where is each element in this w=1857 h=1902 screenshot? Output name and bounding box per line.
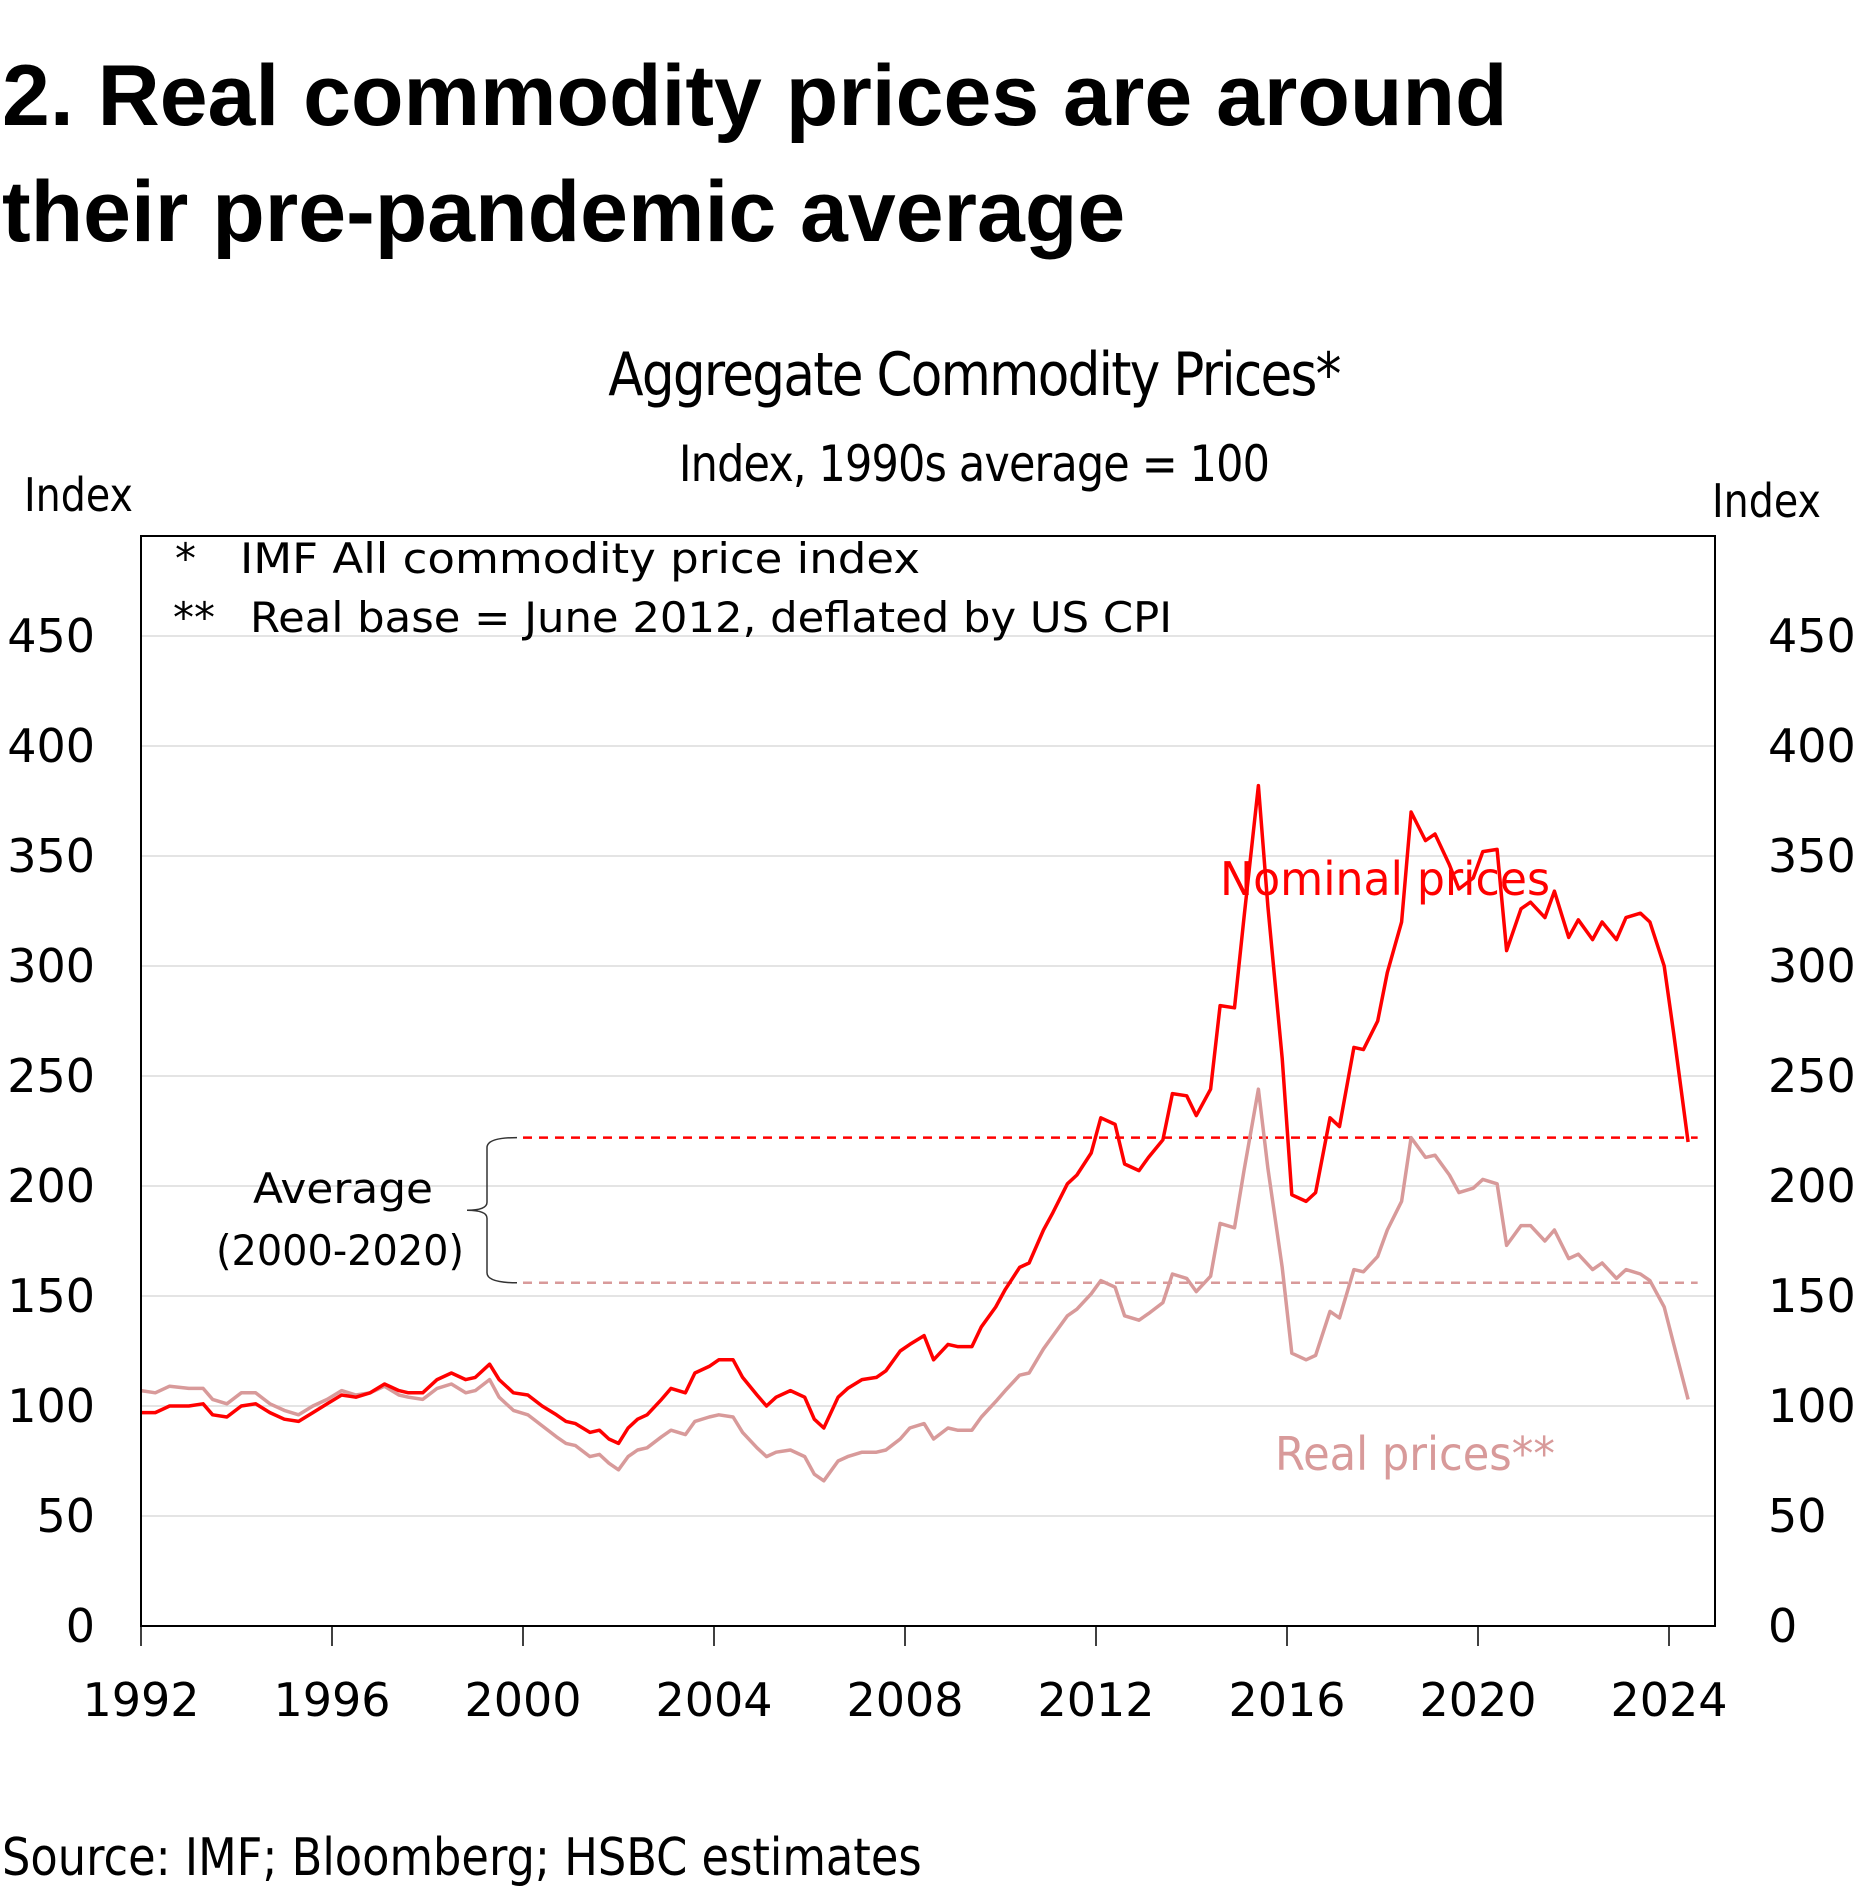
chart-title: Aggregate Commodity Prices*	[608, 340, 1341, 410]
left-y-axis: 0 50 100 150 200 250 300 350 400 450	[7, 609, 95, 1653]
y-tick-right-400: 400	[1768, 719, 1856, 773]
note-2-text: Real base = June 2012, deflated by US CP…	[250, 593, 1172, 642]
average-brace	[466, 1136, 518, 1284]
headline-line-1: 2. Real commodity prices are around	[2, 48, 1508, 144]
x-axis: 1992 1996 2000 2004 2008 2012 2016 2020 2024	[82, 1626, 1728, 1727]
y-tick-left-150: 150	[7, 1269, 95, 1323]
x-tick-label-2012: 2012	[1037, 1673, 1154, 1727]
y-tick-left-450: 450	[7, 609, 95, 663]
note-2-marker: **	[173, 593, 215, 642]
y-tick-right-350: 350	[1768, 829, 1856, 883]
plot-border	[140, 535, 1716, 1627]
right-axis-unit-label: Index	[1712, 474, 1821, 528]
y-tick-right-50: 50	[1768, 1489, 1827, 1543]
x-tick-label-2008: 2008	[846, 1673, 963, 1727]
note-1-text: IMF All commodity price index	[240, 534, 920, 583]
nominal-prices-label: Nominal prices	[1220, 852, 1550, 906]
y-tick-right-0: 0	[1768, 1599, 1797, 1653]
y-tick-left-200: 200	[7, 1159, 95, 1213]
gridlines	[141, 635, 1715, 1517]
chart-subtitle: Index, 1990s average = 100	[678, 435, 1270, 493]
x-tick-label-2024: 2024	[1610, 1673, 1727, 1727]
series-lines	[140, 783, 1690, 1483]
x-tick-label-2000: 2000	[464, 1673, 581, 1727]
y-tick-left-50: 50	[36, 1489, 95, 1543]
y-tick-left-0: 0	[66, 1599, 95, 1653]
y-tick-left-350: 350	[7, 829, 95, 883]
chart-canvas: 0 50 100 150 200 250 300 350 400 450 0 50 100 150 200…	[7, 534, 1856, 1727]
x-tick-label-2004: 2004	[655, 1673, 772, 1727]
y-tick-right-300: 300	[1768, 939, 1856, 993]
y-tick-right-150: 150	[1768, 1269, 1856, 1323]
headline: 2. Real commodity prices are around thei…	[2, 38, 1852, 270]
y-tick-right-450: 450	[1768, 609, 1856, 663]
left-axis-unit-label: Index	[24, 468, 133, 522]
source-note: Source: IMF; Bloomberg; HSBC estimates	[2, 1828, 922, 1888]
right-y-axis: 0 50 100 150 200 250 300 350 400 450	[1768, 609, 1856, 1653]
y-tick-right-100: 100	[1768, 1379, 1856, 1433]
x-tick-label-2016: 2016	[1228, 1673, 1345, 1727]
average-label-line-1: Average	[253, 1164, 433, 1213]
average-lines	[523, 1136, 1698, 1285]
y-tick-right-250: 250	[1768, 1049, 1856, 1103]
note-1-marker: *	[175, 534, 196, 583]
average-annotation: Average (2000-2020)	[216, 1136, 518, 1284]
y-tick-right-200: 200	[1768, 1159, 1856, 1213]
x-tick-label-1996: 1996	[273, 1673, 390, 1727]
x-tick-label-2020: 2020	[1419, 1673, 1536, 1727]
y-tick-left-300: 300	[7, 939, 95, 993]
headline-line-2: their pre-pandemic average	[2, 164, 1126, 260]
notes: * IMF All commodity price index ** Real …	[173, 534, 1172, 642]
y-tick-left-250: 250	[7, 1049, 95, 1103]
average-label-line-2: (2000-2020)	[216, 1226, 464, 1275]
y-tick-left-100: 100	[7, 1379, 95, 1433]
plot-frame	[140, 535, 1716, 1627]
real-prices-label: Real prices**	[1275, 1427, 1555, 1481]
y-tick-left-400: 400	[7, 719, 95, 773]
x-tick-label-1992: 1992	[82, 1673, 199, 1727]
nominal-prices-line	[141, 783, 1690, 1446]
real-prices-line	[140, 1087, 1690, 1483]
